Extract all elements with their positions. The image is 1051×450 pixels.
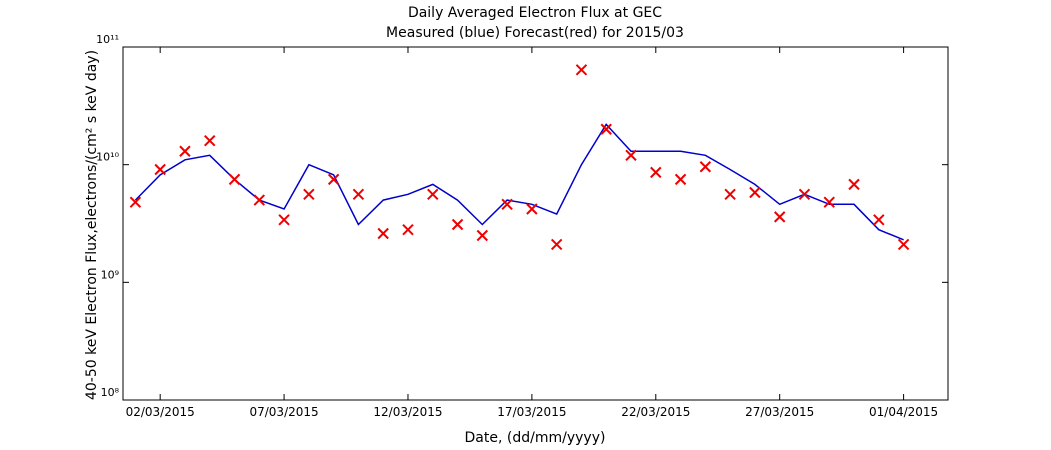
forecast-marker: [377, 227, 389, 240]
chart-title: Daily Averaged Electron Flux at GEC: [408, 5, 662, 21]
x-tick-label: 22/03/2015: [621, 405, 690, 419]
plot-frame: [122, 46, 949, 401]
forecast-marker: [749, 186, 761, 199]
chart-subtitle: Measured (blue) Forecast(red) for 2015/0…: [386, 25, 684, 41]
forecast-marker: [600, 123, 612, 135]
forecast-marker: [625, 149, 637, 162]
forecast-marker: [575, 64, 588, 76]
forecast-marker: [873, 214, 885, 226]
forecast-marker: [129, 196, 142, 208]
x-axis-label: Date, (dd/mm/yyyy): [465, 430, 606, 446]
y-tick-label: 10¹¹: [96, 33, 119, 46]
forecast-marker: [550, 238, 563, 251]
forecast-marker: [848, 178, 860, 191]
x-tick-label: 12/03/2015: [373, 405, 442, 419]
forecast-marker: [699, 161, 712, 173]
forecast-marker: [327, 173, 340, 186]
x-tick-label: 27/03/2015: [745, 405, 814, 419]
forecast-marker: [352, 188, 365, 201]
y-tick-label: 10⁹: [101, 268, 119, 281]
forecast-marker: [897, 238, 910, 251]
forecast-marker: [253, 194, 266, 206]
forecast-marker: [823, 196, 835, 208]
forecast-marker: [451, 218, 464, 231]
forecast-marker: [798, 188, 811, 201]
forecast-marker: [402, 224, 414, 236]
y-axis-label: 40-50 keV Electron Flux,electrons/(cm² s…: [84, 50, 100, 400]
forecast-marker: [303, 188, 315, 201]
forecast-marker: [278, 214, 290, 226]
forecast-marker: [204, 134, 216, 147]
forecast-marker: [427, 188, 439, 201]
x-tick-label: 02/03/2015: [126, 405, 195, 419]
forecast-marker: [674, 173, 687, 186]
x-tick-label: 17/03/2015: [497, 405, 566, 419]
forecast-marker: [773, 211, 786, 223]
forecast-marker: [724, 188, 736, 201]
forecast-marker: [154, 163, 166, 176]
y-tick-label: 10¹⁰: [96, 151, 119, 164]
x-tick-label: 07/03/2015: [249, 405, 318, 419]
forecast-marker: [179, 145, 191, 157]
forecast-marker: [228, 173, 241, 186]
measured-line: [134, 123, 904, 241]
forecast-marker: [476, 229, 489, 242]
forecast-marker: [526, 203, 538, 215]
forecast-marker: [501, 198, 513, 211]
forecast-marker: [650, 166, 662, 179]
y-tick-label: 10⁸: [101, 386, 120, 399]
x-tick-label: 01/04/2015: [869, 405, 938, 419]
